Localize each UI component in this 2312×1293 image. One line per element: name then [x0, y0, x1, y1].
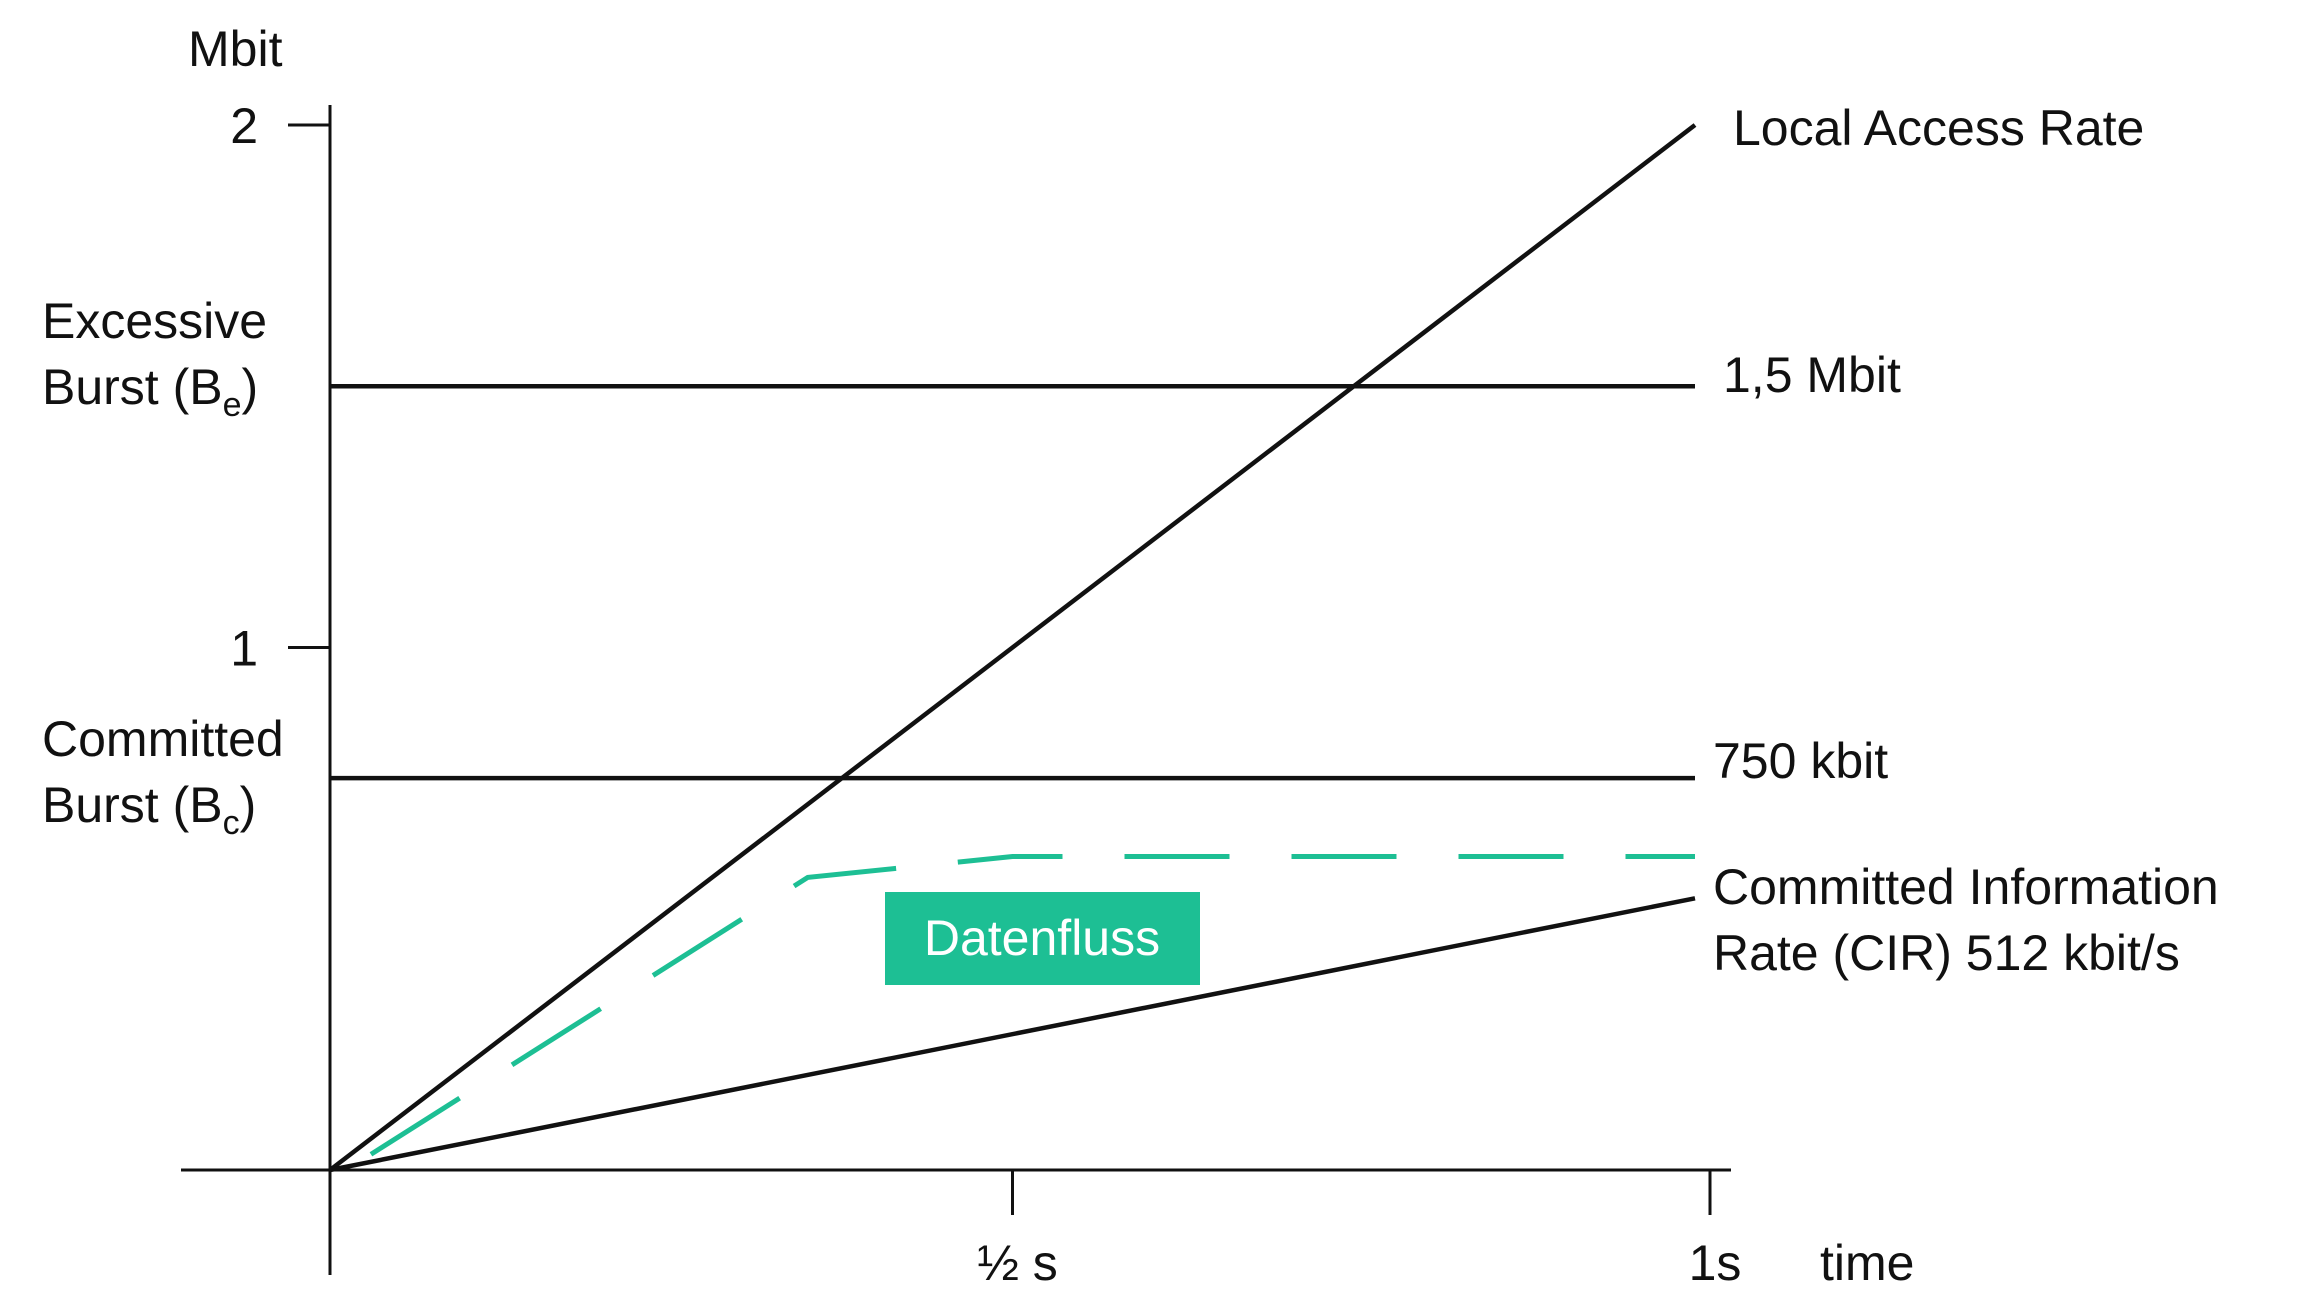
series-layer: [328, 123, 1697, 1173]
cir-label-line1: Committed Information: [1713, 859, 2219, 915]
committed-burst-label-line1: Committed: [42, 711, 284, 767]
datenfluss-badge: [885, 892, 1200, 985]
excessive-burst-close: ): [242, 359, 259, 415]
line-15-mbit-label: 1,5 Mbit: [1723, 347, 1901, 403]
excessive-burst-text: Burst (B: [42, 359, 223, 415]
cir-label-line2: Rate (CIR) 512 kbit/s: [1713, 925, 2180, 981]
committed-burst-text: Burst (B: [42, 777, 223, 833]
excessive-burst-label-line2: Burst (Be): [42, 359, 258, 424]
y-unit-label: Mbit: [188, 21, 283, 77]
local-access-rate-label: Local Access Rate: [1733, 100, 2144, 156]
datenfluss-label: Datenfluss: [924, 910, 1160, 966]
y-tick-label: 1: [230, 621, 258, 677]
committed-burst-label-line2: Burst (Bc): [42, 777, 256, 842]
x-tick-label: ½ s: [977, 1235, 1058, 1291]
y-ticks: 12: [230, 98, 330, 677]
committed-burst-close: ): [240, 777, 257, 833]
committed-burst-subscript: c: [223, 804, 240, 842]
series-line-0: [328, 123, 1697, 1172]
series-line-3: [329, 896, 1696, 1173]
x-tick-label: 1s: [1689, 1235, 1742, 1291]
line-750-kbit-label: 750 kbit: [1713, 733, 1888, 789]
excessive-burst-label-line1: Excessive: [42, 293, 267, 349]
x-unit-label: time: [1820, 1235, 1914, 1291]
y-tick-label: 2: [230, 98, 258, 154]
excessive-burst-subscript: e: [223, 386, 242, 424]
series-line-4: [369, 854, 1695, 1157]
x-ticks: ½ s 1s: [977, 1170, 1741, 1291]
